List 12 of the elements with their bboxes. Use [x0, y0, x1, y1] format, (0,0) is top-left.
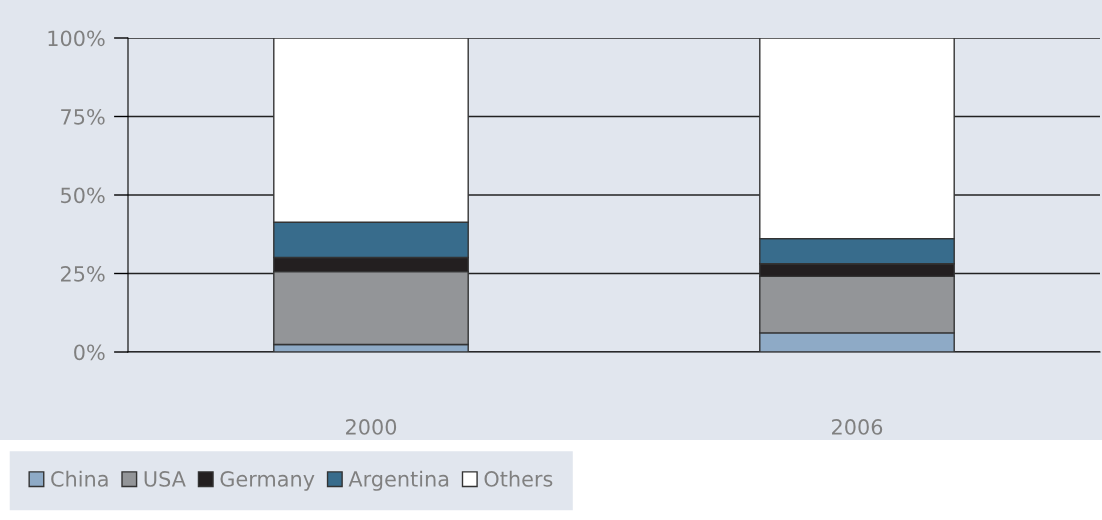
- y-tick-label: 0%: [74, 344, 105, 361]
- y-tick-label: 100%: [48, 30, 105, 47]
- y-tick-label: 50%: [61, 187, 105, 204]
- legend-label: Germany: [220, 471, 315, 491]
- x-tick-label: 2006: [832, 419, 883, 435]
- y-tick-label: 75%: [61, 108, 105, 125]
- legend-label: China: [51, 470, 108, 487]
- legend-label: Others: [484, 470, 553, 487]
- legend-label: Argentina: [348, 470, 449, 491]
- x-tick-label: 2000: [346, 419, 397, 435]
- legend-label: USA: [144, 471, 186, 487]
- y-tick-label: 25%: [61, 265, 105, 282]
